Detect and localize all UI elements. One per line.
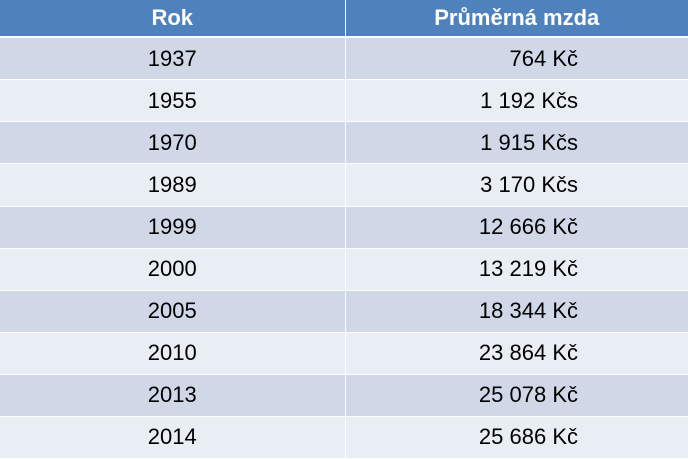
year-cell: 1989 bbox=[0, 163, 346, 207]
table-header: Rok Průměrná mzda bbox=[0, 0, 688, 38]
wage-cell: 1 915 Kčs bbox=[345, 121, 688, 165]
wage-cell: 25 686 Kč bbox=[345, 416, 688, 459]
table-row: 1999 12 666 Kč bbox=[0, 206, 688, 249]
year-cell: 1970 bbox=[0, 121, 346, 165]
table-row: 2010 23 864 Kč bbox=[0, 332, 688, 375]
table-row: 1955 1 192 Kčs bbox=[0, 79, 688, 123]
wage-cell: 23 864 Kč bbox=[345, 332, 688, 375]
year-cell: 1955 bbox=[0, 79, 346, 123]
table-row: 2000 13 219 Kč bbox=[0, 248, 688, 291]
year-cell: 2000 bbox=[0, 248, 346, 291]
table-row: 2014 25 686 Kč bbox=[0, 416, 688, 459]
header-cell: Průměrná mzda bbox=[345, 0, 688, 38]
table-row: 2013 25 078 Kč bbox=[0, 374, 688, 417]
wage-cell: 13 219 Kč bbox=[345, 248, 688, 291]
wage-cell: 764 Kč bbox=[345, 37, 688, 81]
table-body: 1937 764 Kč 1955 1 192 Kčs 1970 1 915 Kčs 1989… bbox=[0, 37, 688, 459]
year-cell: 2014 bbox=[0, 416, 346, 459]
header-row: Rok Průměrná mzda bbox=[0, 0, 688, 38]
wage-cell: 18 344 Kč bbox=[345, 290, 688, 333]
table-row: 1937 764 Kč bbox=[0, 37, 688, 81]
wage-cell: 12 666 Kč bbox=[345, 206, 688, 249]
year-cell: 2005 bbox=[0, 290, 346, 333]
wage-cell: 25 078 Kč bbox=[345, 374, 688, 417]
table-row: 1970 1 915 Kčs bbox=[0, 121, 688, 165]
year-cell: 1937 bbox=[0, 37, 346, 81]
table-row: 1989 3 170 Kčs bbox=[0, 163, 688, 207]
year-cell: 2010 bbox=[0, 332, 346, 375]
year-cell: 1999 bbox=[0, 206, 346, 249]
header-cell: Rok bbox=[0, 0, 346, 38]
wage-cell: 3 170 Kčs bbox=[345, 163, 688, 207]
wage-cell: 1 192 Kčs bbox=[345, 79, 688, 123]
table-row: 2005 18 344 Kč bbox=[0, 290, 688, 333]
year-cell: 2013 bbox=[0, 374, 346, 417]
